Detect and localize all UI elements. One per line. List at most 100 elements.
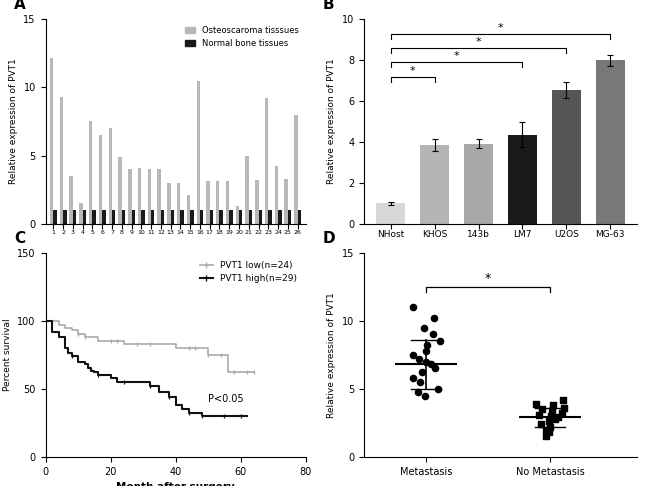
Point xyxy=(428,330,438,338)
Point xyxy=(419,392,430,399)
X-axis label: Month after surgery: Month after surgery xyxy=(116,482,235,486)
Point xyxy=(552,414,563,421)
Bar xyxy=(157,169,161,224)
Bar xyxy=(109,128,112,224)
Bar xyxy=(239,210,242,224)
Bar xyxy=(464,144,493,224)
Bar xyxy=(187,195,190,224)
Bar xyxy=(53,210,57,224)
Text: *: * xyxy=(476,37,482,47)
Bar xyxy=(102,210,105,224)
Point xyxy=(421,347,432,355)
Point xyxy=(414,355,424,363)
Bar xyxy=(249,210,252,224)
Bar xyxy=(50,57,53,224)
Bar xyxy=(148,169,151,224)
Bar xyxy=(294,115,298,224)
Y-axis label: Relative expression of PVT1: Relative expression of PVT1 xyxy=(328,292,336,417)
Bar xyxy=(229,210,233,224)
Point xyxy=(545,412,556,420)
Point xyxy=(541,426,552,434)
Point xyxy=(408,351,419,359)
Bar xyxy=(112,210,116,224)
Bar xyxy=(298,210,301,224)
Text: B: B xyxy=(323,0,335,12)
Point xyxy=(544,429,554,436)
Bar xyxy=(285,179,288,224)
Bar xyxy=(376,203,405,224)
Bar xyxy=(128,169,131,224)
Bar xyxy=(177,183,181,224)
Bar xyxy=(73,210,76,224)
Point xyxy=(429,314,439,322)
Point xyxy=(430,364,440,372)
Bar xyxy=(122,210,125,224)
Bar xyxy=(70,176,73,224)
Text: P<0.05: P<0.05 xyxy=(208,395,244,404)
Bar xyxy=(265,98,268,224)
Text: D: D xyxy=(323,230,335,245)
Point xyxy=(545,423,555,431)
Point xyxy=(548,401,558,409)
Bar xyxy=(167,183,170,224)
Point xyxy=(426,361,437,368)
Point xyxy=(435,337,445,345)
Bar xyxy=(92,210,96,224)
Bar xyxy=(89,122,92,224)
Point xyxy=(541,433,551,440)
Bar xyxy=(552,90,580,224)
Bar xyxy=(141,210,145,224)
Legend: Osteoscaroma tisssues, Normal bone tissues: Osteoscaroma tisssues, Normal bone tissu… xyxy=(183,24,302,51)
Text: *: * xyxy=(485,272,491,285)
Bar xyxy=(421,145,449,224)
Bar xyxy=(63,210,66,224)
Legend: PVT1 low(n=24), PVT1 high(n=29): PVT1 low(n=24), PVT1 high(n=29) xyxy=(196,257,301,287)
Bar xyxy=(288,210,291,224)
Bar xyxy=(161,210,164,224)
Bar xyxy=(138,168,141,224)
Text: A: A xyxy=(14,0,26,12)
Bar xyxy=(131,210,135,224)
Text: C: C xyxy=(14,230,25,245)
Bar xyxy=(151,210,155,224)
Bar xyxy=(246,156,249,224)
Point xyxy=(415,378,425,386)
Bar xyxy=(210,210,213,224)
Bar xyxy=(226,181,229,224)
Bar xyxy=(275,166,278,224)
Point xyxy=(422,341,432,349)
Point xyxy=(421,358,431,365)
Point xyxy=(544,417,554,425)
Bar xyxy=(508,135,537,224)
Bar xyxy=(206,181,210,224)
Text: *: * xyxy=(410,66,415,75)
Point xyxy=(412,388,423,396)
Point xyxy=(433,385,443,393)
Bar xyxy=(118,157,122,224)
Bar xyxy=(278,210,281,224)
Point xyxy=(557,409,567,417)
Point xyxy=(537,405,547,413)
Point xyxy=(408,374,419,382)
Bar xyxy=(235,206,239,224)
Y-axis label: Relative expression of PVT1: Relative expression of PVT1 xyxy=(328,59,337,184)
Bar xyxy=(216,181,220,224)
Bar xyxy=(170,210,174,224)
Bar xyxy=(268,210,272,224)
Bar xyxy=(181,210,184,224)
Point xyxy=(558,396,568,403)
Bar xyxy=(83,210,86,224)
Point xyxy=(534,411,545,418)
Bar xyxy=(255,180,259,224)
Bar xyxy=(200,210,203,224)
Y-axis label: Relative expression of PVT1: Relative expression of PVT1 xyxy=(9,59,18,184)
Y-axis label: Percent survival: Percent survival xyxy=(3,318,12,391)
Bar xyxy=(259,210,262,224)
Text: *: * xyxy=(498,23,503,33)
Point xyxy=(408,303,419,311)
Point xyxy=(547,408,557,416)
Bar xyxy=(99,135,102,224)
Bar xyxy=(596,60,625,224)
Point xyxy=(536,420,547,428)
Bar xyxy=(79,203,83,224)
